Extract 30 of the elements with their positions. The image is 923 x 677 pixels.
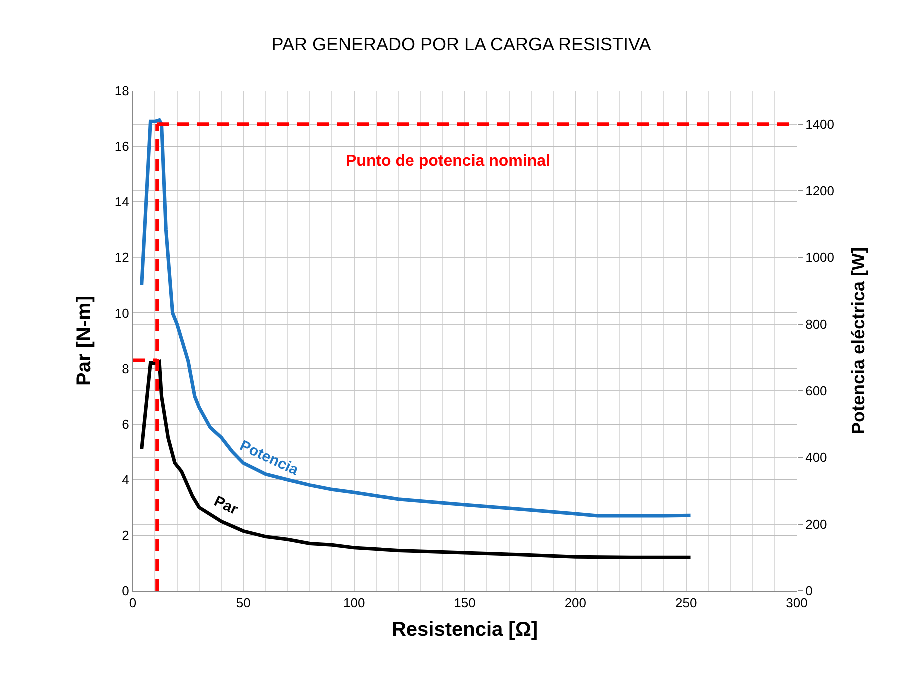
x-tick-label: 50 bbox=[236, 596, 251, 611]
y-tick-label: 6 bbox=[122, 416, 130, 432]
y-tick-label: 16 bbox=[114, 139, 130, 154]
y-tick-label: 2 bbox=[122, 528, 130, 543]
y-tick-label: 12 bbox=[114, 250, 130, 266]
y2-axis-title: Potencia eléctrica [W] bbox=[848, 247, 869, 435]
x-tick-label: 200 bbox=[564, 596, 587, 611]
y-axis-title: Par [N-m] bbox=[73, 296, 96, 386]
chart-title: PAR GENERADO POR LA CARGA RESISTIVA bbox=[272, 34, 652, 54]
y2-tick-label: 0 bbox=[806, 584, 813, 599]
x-tick-label: 300 bbox=[786, 596, 808, 611]
y2-tick-label: 400 bbox=[806, 450, 828, 466]
y-tick-label: 0 bbox=[122, 584, 130, 599]
x-tick-label: 150 bbox=[454, 596, 476, 611]
y2-tick-label: 1400 bbox=[806, 116, 835, 132]
y2-tick-label: 1000 bbox=[806, 250, 835, 266]
y2-tick-label: 800 bbox=[806, 316, 828, 332]
y2-tick-label: 1200 bbox=[806, 184, 835, 199]
x-tick-label: 250 bbox=[675, 596, 698, 611]
x-tick-label: 100 bbox=[343, 596, 366, 611]
y-tick-label: 10 bbox=[114, 306, 130, 321]
y-tick-label: 4 bbox=[122, 472, 130, 488]
y-tick-label: 18 bbox=[114, 84, 130, 99]
y-tick-label: 8 bbox=[122, 361, 130, 376]
x-axis-title: Resistencia [Ω] bbox=[392, 619, 538, 642]
y2-tick-label: 600 bbox=[806, 384, 828, 399]
text: Par bbox=[212, 492, 241, 519]
annotation: Punto de potencia nominal bbox=[346, 153, 550, 170]
y2-tick-label: 200 bbox=[806, 516, 828, 532]
y-tick-label: 14 bbox=[114, 194, 130, 210]
